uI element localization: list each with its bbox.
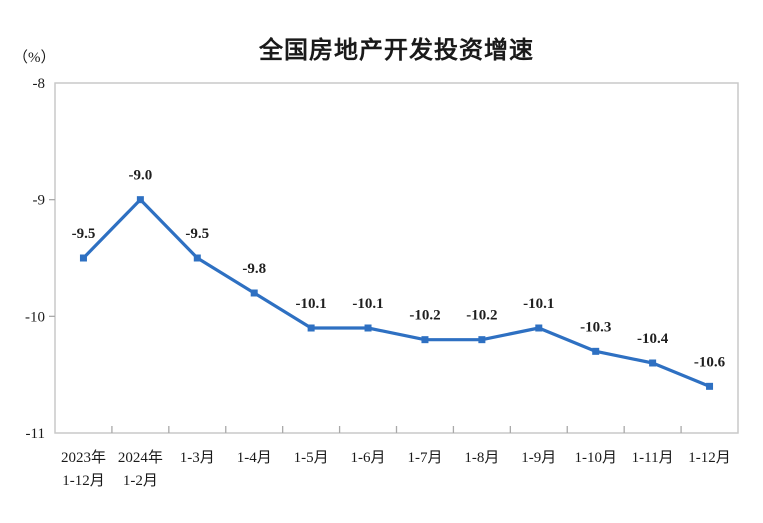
data-point-marker (307, 324, 315, 332)
data-label: -9.5 (72, 226, 96, 242)
x-tick-label: 1-9月 (521, 450, 556, 466)
data-label: -10.2 (409, 308, 440, 324)
data-point-marker (649, 359, 657, 367)
data-label: -9.5 (185, 226, 209, 242)
plot-frame (54, 82, 739, 434)
data-point-marker (478, 336, 486, 344)
data-point-marker (535, 324, 543, 332)
data-point-marker (706, 382, 714, 390)
data-point-marker (193, 254, 201, 262)
y-axis-unit-label: （%） (13, 50, 56, 66)
x-tick-label: 1-7月 (407, 450, 442, 466)
x-tick-label: 1-11月 (632, 450, 674, 466)
data-label: -10.2 (466, 308, 497, 324)
data-label: -10.3 (580, 319, 611, 335)
data-label: -9.8 (242, 261, 266, 277)
data-point-marker (364, 324, 372, 332)
x-tick-label: 1-8月 (464, 450, 499, 466)
data-point-marker (421, 336, 429, 344)
y-tick-label: -11 (26, 426, 45, 442)
data-label: -10.4 (637, 331, 669, 347)
data-label: -9.0 (129, 168, 153, 184)
x-tick-label: 1-10月 (574, 450, 617, 466)
y-tick-label: -10 (25, 309, 45, 325)
x-tick-label: 1-5月 (294, 450, 329, 466)
x-tick-label: 2024年 1-2月 (118, 449, 163, 489)
x-tick-label: 2023年 1-12月 (61, 449, 106, 489)
data-label: -10.1 (352, 296, 383, 312)
y-tick-label: -8 (33, 76, 46, 92)
chart-title: 全国房地产开发投资增速 (259, 37, 534, 64)
line-series (81, 198, 712, 388)
x-tick-label: 1-3月 (180, 450, 215, 466)
data-label: -10.1 (523, 296, 554, 312)
data-point-marker (592, 347, 600, 355)
x-tick-label: 1-12月 (688, 450, 731, 466)
data-point-marker (79, 254, 87, 262)
data-point-marker (250, 289, 258, 297)
x-tick-label: 1-6月 (351, 450, 386, 466)
x-tick-label: 1-4月 (237, 450, 272, 466)
data-point-marker (136, 196, 144, 204)
data-label: -10.1 (296, 296, 327, 312)
y-tick-label: -9 (33, 193, 46, 209)
data-label: -10.6 (694, 354, 726, 370)
